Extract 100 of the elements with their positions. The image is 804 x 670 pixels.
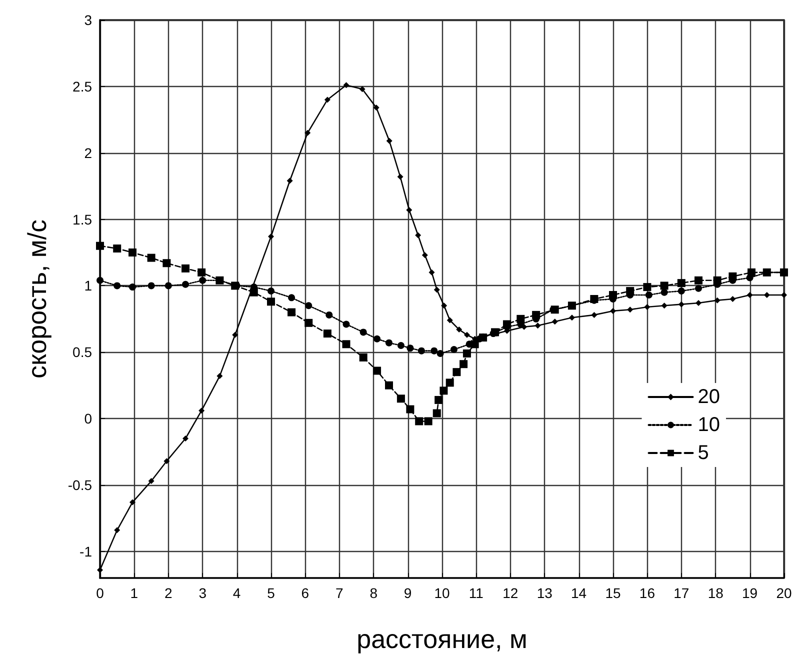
point xyxy=(661,302,668,309)
point xyxy=(198,408,205,414)
point xyxy=(406,206,412,213)
point xyxy=(441,302,448,309)
point xyxy=(645,292,652,299)
point xyxy=(198,268,206,276)
point xyxy=(148,478,154,484)
point xyxy=(746,292,753,298)
point xyxy=(250,288,258,296)
point xyxy=(304,318,313,327)
point xyxy=(268,288,274,295)
x-tick-label: 1 xyxy=(130,585,138,601)
point xyxy=(129,499,136,506)
x-tick-label: 14 xyxy=(571,585,587,601)
point xyxy=(696,300,702,306)
point xyxy=(748,268,756,276)
y-tick-label: 2.5 xyxy=(72,78,92,94)
y-tick-label: 1.5 xyxy=(72,211,92,228)
point xyxy=(96,242,104,250)
y-tick-label: 0.5 xyxy=(72,344,92,360)
point xyxy=(373,104,380,111)
y-axis-title: скорость, м/с xyxy=(22,219,52,379)
point xyxy=(415,232,422,238)
x-tick-label: 17 xyxy=(674,585,690,601)
point xyxy=(96,276,104,284)
point xyxy=(694,276,702,284)
x-tick-label: 19 xyxy=(742,585,758,601)
point xyxy=(182,436,188,442)
point xyxy=(491,328,500,336)
x-tick-label: 4 xyxy=(232,585,241,601)
point xyxy=(452,368,461,376)
point xyxy=(384,381,393,390)
point xyxy=(342,320,350,328)
point xyxy=(396,394,405,403)
point xyxy=(386,138,392,144)
point xyxy=(552,318,558,325)
y-tick-label: -1 xyxy=(80,543,92,560)
point xyxy=(288,308,296,316)
point xyxy=(660,288,668,296)
point xyxy=(432,409,441,418)
point xyxy=(781,292,787,298)
point xyxy=(147,254,156,262)
legend-label: 20 xyxy=(698,386,720,408)
point xyxy=(677,279,686,288)
point xyxy=(627,306,634,313)
x-tick-label: 10 xyxy=(434,585,450,601)
point xyxy=(199,276,206,284)
point xyxy=(678,288,685,295)
x-tick-label: 8 xyxy=(370,585,378,601)
point xyxy=(436,350,444,357)
point xyxy=(406,344,414,352)
x-tick-label: 3 xyxy=(198,585,207,601)
point xyxy=(730,296,736,302)
point xyxy=(182,264,190,272)
point xyxy=(440,386,448,395)
legend-label: 5 xyxy=(698,442,709,464)
x-tick-label: 12 xyxy=(502,585,518,601)
point xyxy=(359,86,366,92)
point xyxy=(470,340,479,348)
point xyxy=(456,326,462,333)
x-tick-label: 11 xyxy=(468,585,484,601)
point xyxy=(415,417,424,426)
point xyxy=(360,328,367,336)
point xyxy=(714,297,720,304)
point xyxy=(305,302,312,310)
point xyxy=(660,282,668,290)
point xyxy=(446,378,454,387)
x-axis-title: расстояние, м xyxy=(356,624,528,654)
y-tick-label: 2 xyxy=(84,144,92,161)
x-tick-label: 7 xyxy=(336,585,344,601)
point xyxy=(609,291,617,300)
point xyxy=(610,308,616,314)
point xyxy=(678,301,684,308)
y-tick-label: -0.5 xyxy=(68,477,92,493)
point xyxy=(434,396,443,404)
x-tick-label: 20 xyxy=(776,585,792,601)
point xyxy=(164,282,172,290)
y-tick-label: 1 xyxy=(84,278,92,294)
point xyxy=(128,284,136,291)
point xyxy=(464,332,470,338)
x-tick-label: 5 xyxy=(267,585,276,601)
point xyxy=(324,96,330,103)
x-tick-label: 6 xyxy=(301,585,310,601)
point xyxy=(534,322,541,329)
point xyxy=(343,82,350,88)
x-tick-label: 16 xyxy=(639,585,656,601)
point xyxy=(430,347,438,354)
point xyxy=(182,280,189,288)
point xyxy=(397,342,404,349)
point xyxy=(323,330,332,338)
point xyxy=(397,174,404,180)
point xyxy=(568,314,575,321)
point xyxy=(462,349,471,358)
point xyxy=(424,417,432,426)
point xyxy=(418,347,425,354)
x-tick-label: 9 xyxy=(404,585,412,601)
x-tick-label: 0 xyxy=(96,585,104,601)
point xyxy=(288,294,296,302)
x-tick-label: 18 xyxy=(708,585,724,601)
point xyxy=(406,405,414,414)
